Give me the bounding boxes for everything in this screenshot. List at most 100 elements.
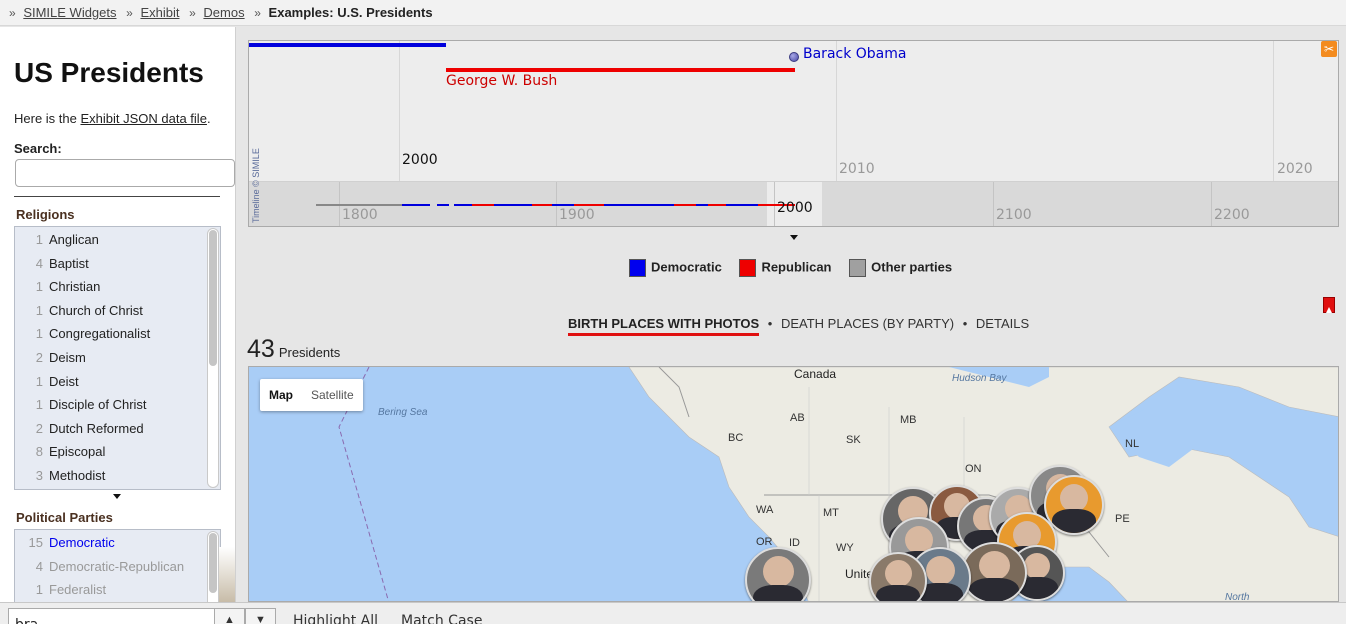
grid-line (836, 41, 837, 181)
timeline-label-2010: 2010 (839, 161, 875, 177)
facet-item[interactable]: 3 Methodist (15, 463, 220, 487)
facet-item-count: 1 (35, 232, 43, 247)
facet-item-count: 4 (35, 255, 43, 271)
view-selector: BIRTH PLACES WITH PHOTOS • DEATH PLACES … (568, 316, 1030, 336)
overview-label-1900: 1900 (559, 207, 595, 223)
legend-item-democratic: Democratic (629, 259, 722, 277)
overview-label-2000: 2000 (777, 200, 813, 216)
breadcrumb-separator-icon: » (254, 6, 261, 20)
event-dot-obama[interactable] (789, 52, 799, 62)
view-separator: • (962, 316, 968, 331)
map-type-satellite[interactable]: Satellite (311, 388, 354, 402)
facet-item[interactable]: 15 Democratic (15, 530, 220, 554)
view-tab-birth-places[interactable]: BIRTH PLACES WITH PHOTOS (568, 316, 760, 336)
facet-item[interactable]: 1 Anglican (15, 227, 220, 251)
legend-label: Other parties (871, 259, 953, 275)
bookmark-icon[interactable] (1323, 297, 1335, 313)
expand-arrow-icon[interactable] (113, 494, 121, 499)
facet-item-label: Deism (49, 349, 86, 365)
intro-suffix: . (206, 111, 211, 126)
breadcrumb-separator-icon: » (126, 6, 133, 20)
timeline-bar-bush[interactable] (446, 68, 795, 72)
overview-bar-democratic (402, 204, 430, 206)
president-photo-pin[interactable] (961, 542, 1027, 601)
facet-item-count: 2 (35, 349, 43, 365)
map[interactable]: Map Satellite Canada Hudson Bay Bering Se… (248, 366, 1339, 602)
timeline-copyright: Timeline © SIMILE (251, 148, 261, 223)
map-label-bering-sea: Bering Sea (378, 407, 428, 418)
facet-item-count: 1 (35, 582, 43, 598)
breadcrumb-separator-icon: » (9, 6, 16, 20)
president-photo-pin[interactable] (869, 552, 927, 601)
view-tab-death-places[interactable]: DEATH PLACES (BY PARTY) (780, 316, 955, 331)
view-tab-details[interactable]: DETAILS (975, 316, 1030, 331)
facet-item[interactable]: 2 Deism (15, 345, 220, 369)
facet-item[interactable]: 1 Congregationalist (15, 321, 220, 345)
map-label-ab: AB (790, 412, 805, 424)
map-type-map[interactable]: Map (269, 388, 293, 402)
scissors-icon[interactable]: ✂ (1321, 41, 1337, 57)
facet-item-label: Deist (49, 373, 79, 389)
search-input[interactable] (15, 159, 235, 187)
timeline-upper-band[interactable]: George W. Bush Barack Obama 2000 2010 20… (249, 41, 1338, 181)
map-label-bc: BC (728, 432, 744, 444)
overview-label-2100: 2100 (996, 207, 1032, 223)
breadcrumb-link-simile[interactable]: SIMILE Widgets (23, 5, 117, 20)
map-label-mb: MB (900, 414, 917, 426)
breadcrumb-link-exhibit[interactable]: Exhibit (140, 5, 180, 20)
facet-item-label: Church of Christ (49, 302, 143, 318)
timeline-arrow-icon (790, 235, 798, 240)
find-input[interactable]: bra (8, 608, 214, 624)
parties-scroll-thumb[interactable] (209, 533, 217, 593)
json-data-link[interactable]: Exhibit JSON data file (80, 111, 207, 126)
highlight-all-toggle[interactable]: Highlight All (293, 613, 379, 624)
facet-item-label: Democratic-Republican (49, 558, 185, 574)
timeline-overview-band[interactable]: 1800 1900 2000 2100 2200 (249, 181, 1338, 226)
chevron-down-icon[interactable]: ▼ (245, 608, 276, 624)
facet-item[interactable]: 4 Baptist (15, 251, 220, 275)
legend-swatch (739, 259, 757, 277)
timeline[interactable]: George W. Bush Barack Obama 2000 2010 20… (248, 40, 1339, 227)
facet-item[interactable]: 1 Federalist (15, 577, 220, 601)
legend-label: Democratic (651, 259, 722, 275)
portrait-suit (753, 584, 803, 601)
religions-scroll-thumb[interactable] (209, 230, 217, 366)
religions-facet-title: Religions (16, 207, 75, 222)
facet-item[interactable]: 1 Deist (15, 369, 220, 393)
chevron-up-icon[interactable]: ▲ (214, 608, 245, 624)
map-label-id: ID (789, 537, 800, 549)
facet-item[interactable]: 8 Episcopal (15, 439, 220, 463)
overview-bar-democratic (604, 204, 674, 206)
map-label-hudson-bay: Hudson Bay (952, 373, 1007, 384)
match-case-toggle[interactable]: Match Case (401, 613, 483, 624)
overview-bar-republican (674, 204, 696, 206)
president-photo-pin[interactable] (745, 547, 811, 601)
event-label-obama[interactable]: Barack Obama (803, 46, 907, 62)
portrait-suit (876, 585, 920, 601)
facet-item[interactable]: 1 Church of Christ (15, 298, 220, 322)
portrait (1024, 553, 1050, 580)
overview-bar-democratic (696, 204, 708, 206)
result-count-number: 43 (247, 335, 275, 363)
religions-list: 1 Anglican 4 Baptist 1 Christian 1 Church of Ch… (15, 227, 220, 487)
overview-bar-democratic (552, 204, 574, 206)
facet-item-count: 3 (35, 467, 43, 483)
portrait (925, 555, 955, 585)
overview-bar-democratic (454, 204, 472, 206)
timeline-bar-democratic[interactable] (249, 43, 446, 47)
facet-item[interactable]: 1 Disciple of Christ (15, 392, 220, 416)
legend-label: Republican (761, 259, 832, 275)
president-photo-pin[interactable] (1044, 475, 1104, 535)
legend-swatch (849, 259, 867, 277)
breadcrumb-link-demos[interactable]: Demos (203, 5, 245, 20)
religions-scrollbar[interactable] (207, 228, 219, 488)
event-label-bush[interactable]: George W. Bush (446, 73, 558, 89)
facet-item[interactable]: 4 Democratic-Republican (15, 554, 220, 578)
facet-item[interactable]: 1 Christian (15, 274, 220, 298)
facet-item[interactable]: 2 Dutch Reformed (15, 416, 220, 440)
map-label-or: OR (756, 536, 773, 548)
portrait (762, 556, 794, 588)
overview-label-1800: 1800 (342, 207, 378, 223)
facet-item-count: 8 (35, 444, 43, 460)
parties-scrollbar[interactable] (207, 531, 219, 602)
